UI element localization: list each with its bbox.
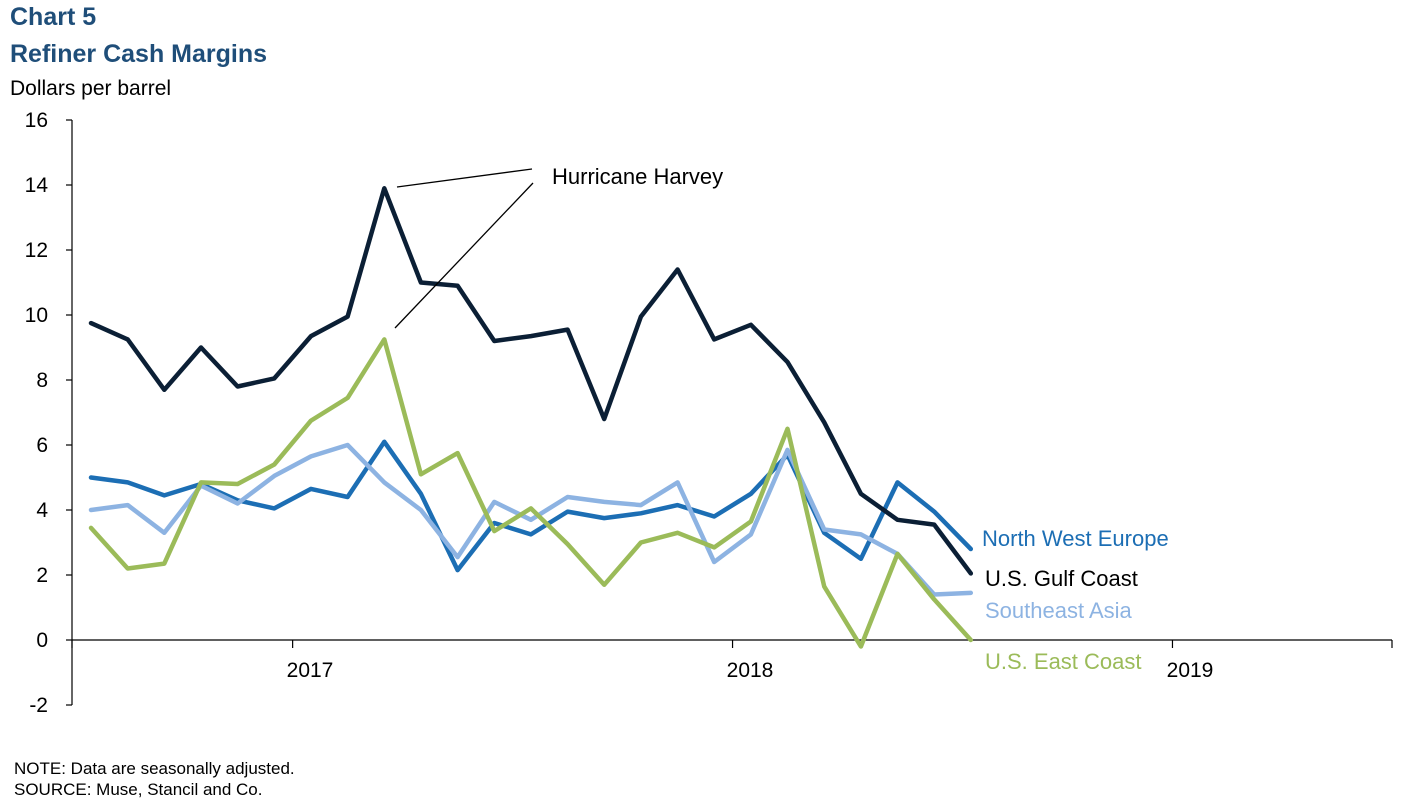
x-period-label: 2018: [727, 659, 774, 682]
y-tick-label: 12: [25, 239, 48, 262]
series-layer: [88, 186, 974, 649]
y-tick-label: 10: [25, 304, 48, 327]
y-tick-label: 0: [36, 629, 48, 652]
y-tick-label: 2: [36, 564, 48, 587]
y-tick-label: 8: [36, 369, 48, 392]
series-southeast-asia: [88, 442, 974, 597]
annotation-hurricane-harvey: Hurricane Harvey: [552, 164, 723, 189]
series-line: [88, 337, 974, 649]
series-line: [88, 186, 974, 576]
chart-number: Chart 5: [10, 3, 97, 31]
series-labels: North West Europe U.S. Gulf Coast Southeas…: [982, 526, 1169, 674]
series-label: Southeast Asia: [985, 598, 1133, 623]
y-tick-label: -2: [29, 694, 48, 717]
annotation-leader-gulf: [396, 168, 533, 188]
y-tick-label: 6: [36, 434, 48, 457]
axes: -2 0 2 4 6 8 10 12 14 16 2017 2018 2019: [25, 109, 1393, 717]
series-label: U.S. Gulf Coast: [985, 566, 1138, 591]
chart-title: Refiner Cash Margins: [10, 40, 268, 68]
annotation-leader-east: [394, 182, 534, 329]
series-line: [88, 442, 974, 597]
x-period-label: 2017: [287, 659, 334, 682]
series-u-s-gulf-coast: [88, 186, 974, 576]
footnote-note: NOTE: Data are seasonally adjusted.: [14, 759, 295, 778]
annotation-layer: Hurricane Harvey: [394, 164, 723, 329]
footnote-source: SOURCE: Muse, Stancil and Co.: [14, 780, 263, 799]
y-axis-unit-label: Dollars per barrel: [10, 77, 172, 100]
series-north-west-europe: [88, 439, 974, 573]
series-line: [88, 439, 974, 573]
y-tick-label: 4: [36, 499, 48, 522]
series-label: North West Europe: [982, 526, 1169, 551]
x-period-label: 2019: [1167, 659, 1214, 682]
y-tick-label: 16: [25, 109, 48, 132]
y-tick-label: 14: [25, 174, 49, 197]
series-label: U.S. East Coast: [985, 649, 1142, 674]
series-u-s-east-coast: [88, 337, 974, 649]
